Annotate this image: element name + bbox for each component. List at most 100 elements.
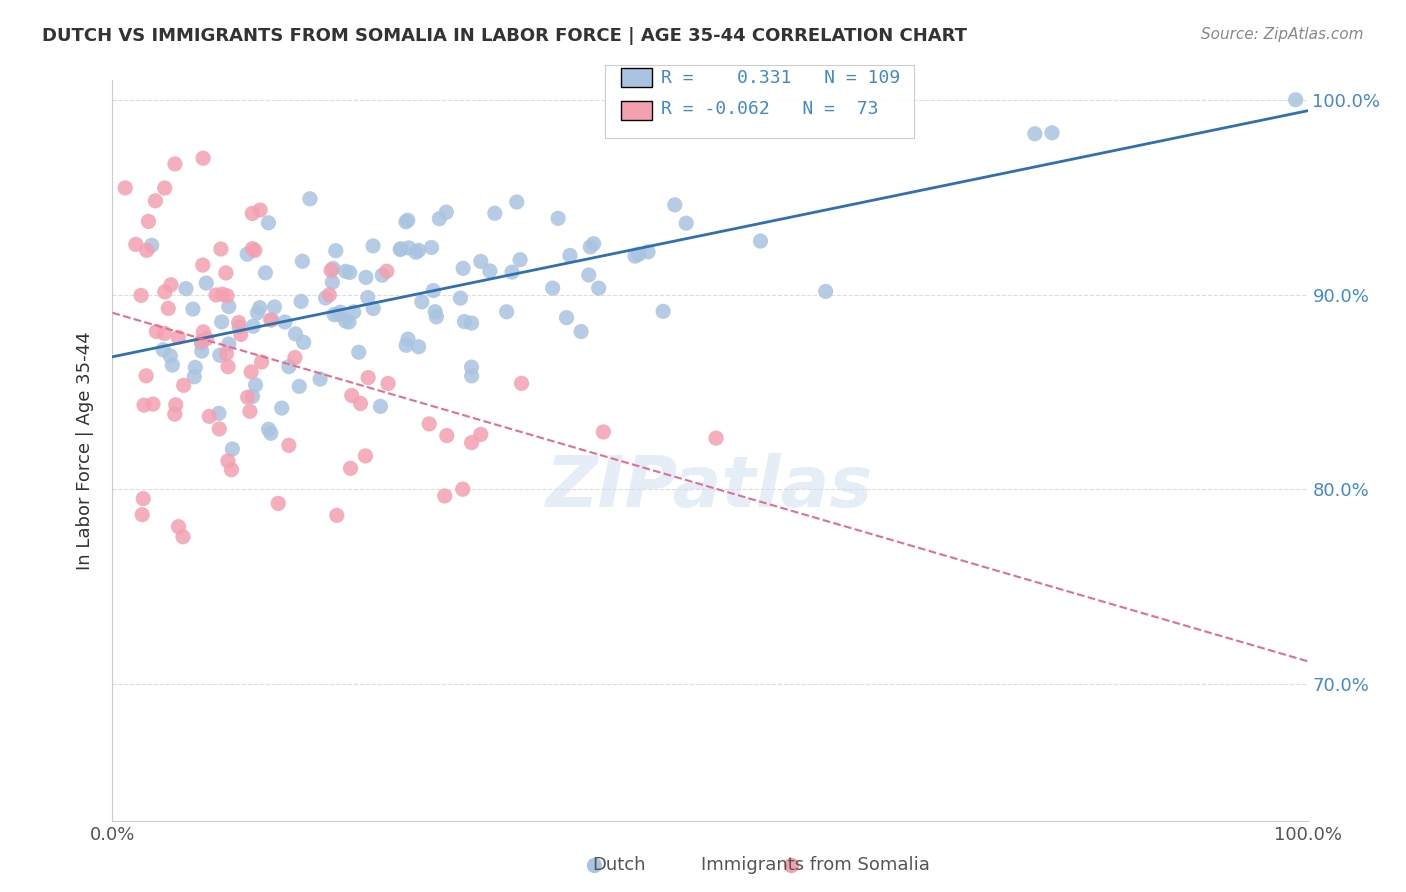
Immigrants from Somalia	[375, 264, 398, 278]
Immigrants from Somalia	[418, 417, 440, 431]
Dutch	[675, 216, 697, 230]
Dutch	[449, 291, 471, 305]
Text: Dutch: Dutch	[592, 856, 645, 874]
Dutch	[389, 242, 412, 256]
Dutch	[162, 358, 184, 372]
Dutch	[396, 213, 419, 227]
Immigrants from Somalia	[132, 398, 155, 412]
Immigrants from Somalia	[132, 491, 155, 506]
Immigrants from Somalia	[205, 288, 228, 302]
Dutch	[329, 305, 352, 319]
Dutch	[343, 305, 366, 319]
Dutch	[495, 305, 517, 319]
Dutch	[395, 215, 418, 229]
Immigrants from Somalia	[163, 157, 186, 171]
Dutch	[420, 240, 443, 254]
Immigrants from Somalia	[195, 331, 218, 345]
Dutch	[434, 205, 457, 219]
Dutch	[361, 301, 384, 316]
Dutch	[260, 426, 283, 441]
Immigrants from Somalia	[160, 277, 183, 292]
Immigrants from Somalia	[153, 326, 176, 341]
Immigrants from Somalia	[240, 365, 263, 379]
Immigrants from Somalia	[260, 313, 283, 327]
Immigrants from Somalia	[167, 330, 190, 344]
Immigrants from Somalia	[208, 422, 231, 436]
Immigrants from Somalia	[191, 151, 214, 165]
Dutch	[582, 236, 605, 251]
Dutch	[460, 368, 482, 383]
Immigrants from Somalia	[135, 244, 157, 258]
Immigrants from Somalia	[451, 482, 474, 496]
Dutch	[284, 326, 307, 341]
Dutch	[159, 349, 181, 363]
Immigrants from Somalia	[592, 425, 614, 439]
Dutch	[588, 281, 610, 295]
Immigrants from Somalia	[318, 288, 340, 302]
Dutch	[218, 300, 240, 314]
Immigrants from Somalia	[284, 351, 307, 365]
Immigrants from Somalia	[191, 258, 214, 272]
Dutch	[569, 325, 592, 339]
Text: R =    0.331   N = 109: R = 0.331 N = 109	[661, 70, 900, 87]
Dutch	[208, 348, 231, 362]
Immigrants from Somalia	[135, 368, 157, 383]
Dutch	[408, 244, 430, 258]
Immigrants from Somalia	[173, 378, 195, 392]
Dutch	[339, 266, 361, 280]
Text: Immigrants from Somalia: Immigrants from Somalia	[702, 856, 929, 874]
Dutch	[425, 304, 447, 318]
Immigrants from Somalia	[236, 390, 259, 404]
Immigrants from Somalia	[433, 489, 456, 503]
Dutch	[357, 291, 380, 305]
Dutch	[323, 308, 346, 322]
Dutch	[555, 310, 578, 325]
Dutch	[183, 369, 205, 384]
Dutch	[274, 315, 297, 329]
Dutch	[218, 337, 240, 351]
Immigrants from Somalia	[339, 461, 361, 475]
Y-axis label: In Labor Force | Age 35-44: In Labor Force | Age 35-44	[76, 331, 94, 570]
Immigrants from Somalia	[277, 438, 299, 452]
Immigrants from Somalia	[704, 431, 727, 445]
Dutch	[422, 284, 444, 298]
Dutch	[208, 406, 231, 420]
Immigrants from Somalia	[190, 334, 212, 349]
Dutch	[579, 240, 602, 254]
Dutch	[335, 314, 357, 328]
Immigrants from Somalia	[215, 266, 238, 280]
Dutch	[290, 294, 312, 309]
Immigrants from Somalia	[153, 181, 176, 195]
Dutch	[370, 400, 392, 414]
Dutch	[315, 291, 337, 305]
Dutch	[749, 234, 772, 248]
Dutch	[484, 206, 506, 220]
Dutch	[245, 377, 267, 392]
Dutch	[322, 261, 344, 276]
Dutch	[257, 216, 280, 230]
Immigrants from Somalia	[240, 206, 263, 220]
Dutch	[326, 307, 349, 321]
Immigrants from Somalia	[321, 263, 343, 277]
Dutch	[541, 281, 564, 295]
Immigrants from Somalia	[211, 287, 233, 301]
Immigrants from Somalia	[357, 370, 380, 384]
Immigrants from Somalia	[145, 194, 167, 208]
Immigrants from Somalia	[470, 427, 492, 442]
Immigrants from Somalia	[153, 285, 176, 299]
Immigrants from Somalia	[217, 359, 239, 374]
Dutch	[506, 194, 529, 209]
Dutch	[236, 247, 259, 261]
Immigrants from Somalia	[172, 530, 194, 544]
Dutch	[190, 336, 212, 351]
Immigrants from Somalia	[267, 496, 290, 510]
Dutch	[228, 319, 250, 334]
Dutch	[321, 275, 343, 289]
Dutch	[361, 239, 384, 253]
Dutch	[389, 243, 412, 257]
Dutch	[249, 301, 271, 315]
Dutch	[425, 310, 447, 324]
Immigrants from Somalia	[510, 376, 533, 391]
Dutch	[1040, 126, 1063, 140]
Immigrants from Somalia	[326, 508, 349, 523]
